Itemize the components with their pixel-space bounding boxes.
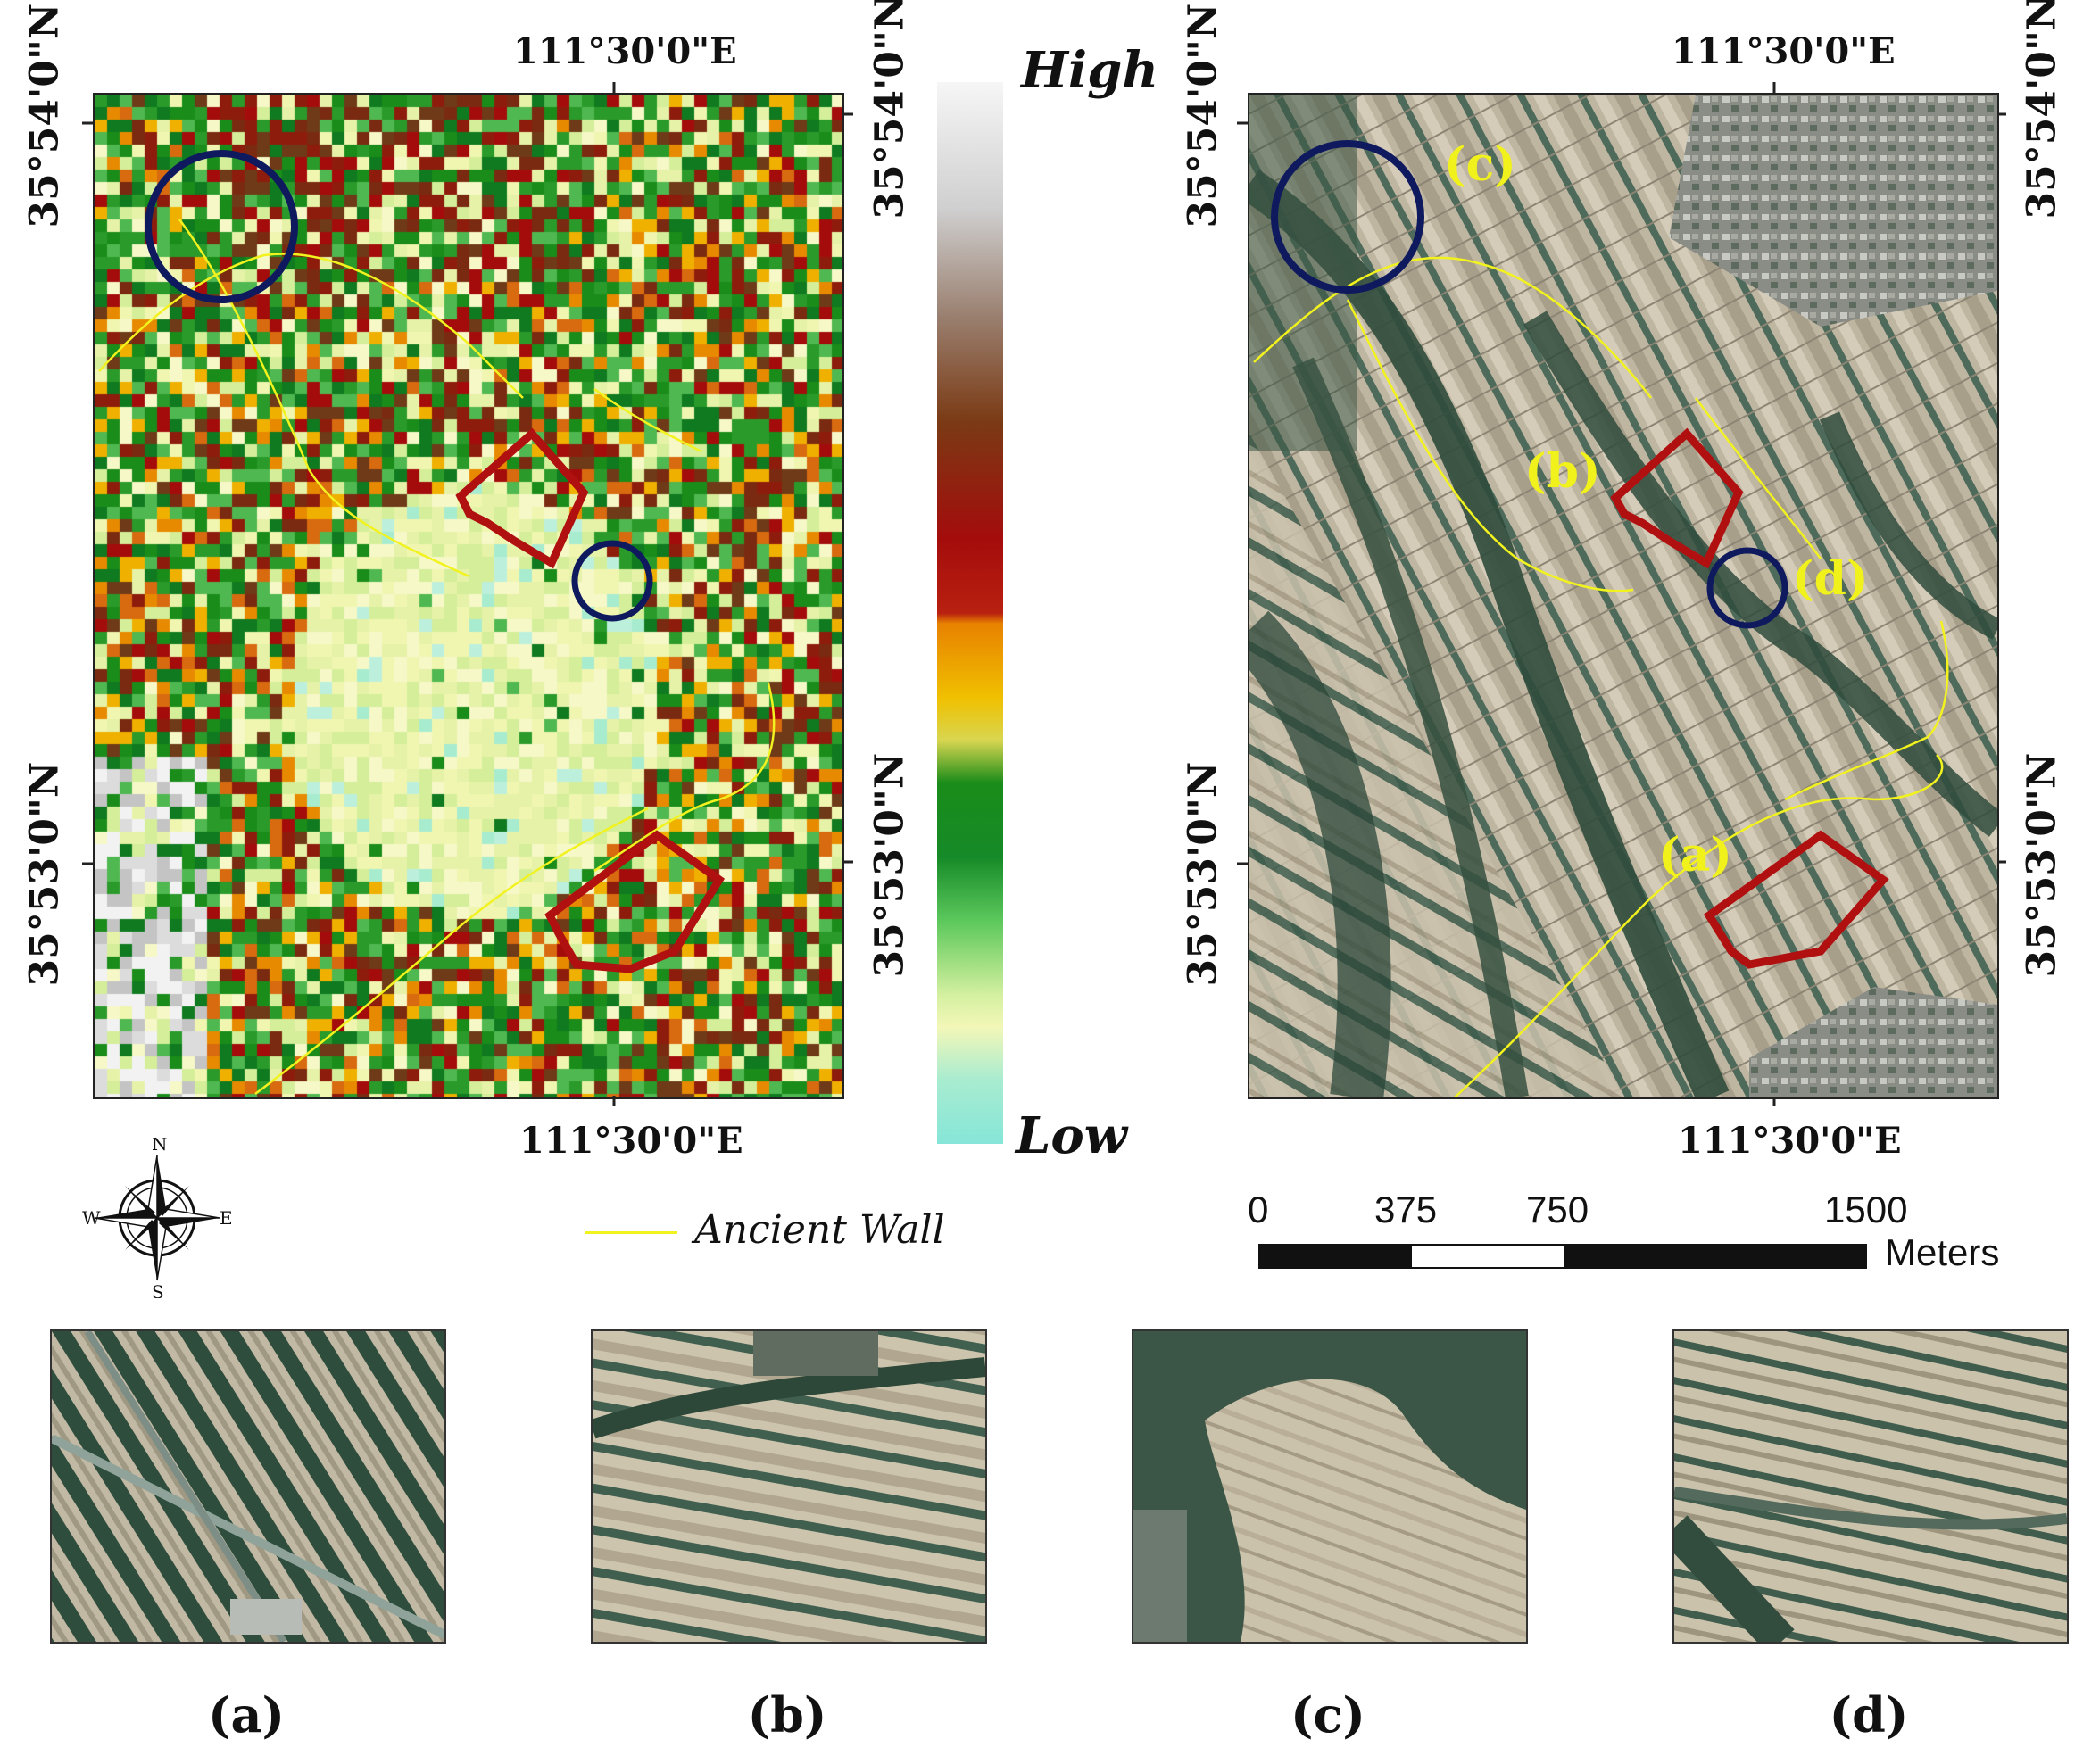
compass-rose-icon: N S E W bbox=[82, 1138, 233, 1298]
lon-label-bottom-right: 111°30'0"E bbox=[1678, 1120, 1902, 1162]
scale-tick-1500: 1500 bbox=[1824, 1188, 1908, 1230]
caption-b: (b) bbox=[747, 1686, 827, 1743]
lat-label-left-south-inner: 35°53'0"N bbox=[867, 752, 913, 978]
thumbnail-d bbox=[1672, 1329, 2069, 1644]
site-label-b: (b) bbox=[1524, 444, 1601, 499]
site-circle-c bbox=[145, 150, 298, 303]
ancient-wall-line bbox=[98, 253, 524, 399]
site-label-d: (d) bbox=[1792, 551, 1869, 606]
site-polygon-b bbox=[1610, 427, 1744, 569]
thumbnail-b bbox=[591, 1329, 987, 1644]
index-raster-map bbox=[93, 93, 844, 1099]
site-circle-c bbox=[1271, 140, 1424, 294]
site-label-a: (a) bbox=[1658, 828, 1732, 882]
legend-high-label: High bbox=[1021, 41, 1159, 100]
site-polygon-a bbox=[544, 830, 726, 973]
lat-label-right-north-inner: 35°54'0"N bbox=[2019, 0, 2065, 219]
ancient-wall-line bbox=[178, 219, 470, 578]
lat-label-right-south-outer: 35°53'0"N bbox=[1180, 761, 1226, 987]
thumbnail-c bbox=[1132, 1329, 1528, 1644]
scale-unit: Meters bbox=[1885, 1231, 2000, 1273]
caption-a: (a) bbox=[207, 1686, 286, 1743]
site-polygon-a bbox=[1703, 830, 1889, 969]
index-raster bbox=[95, 95, 842, 1097]
lat-label-left-south-outer: 35°53'0"N bbox=[21, 761, 68, 987]
left-map-overlay bbox=[98, 150, 776, 1095]
compass-w: W bbox=[82, 1207, 101, 1229]
caption-c: (c) bbox=[1290, 1686, 1365, 1743]
ancient-wall-line bbox=[254, 807, 649, 1095]
satellite-map: (c) (b) (d) (a) bbox=[1248, 93, 1999, 1099]
site-polygon-b bbox=[455, 427, 589, 569]
ancient-wall-line bbox=[593, 387, 702, 453]
lat-label-right-south-inner: 35°53'0"N bbox=[2019, 752, 2065, 978]
ancient-wall-legend-line bbox=[585, 1231, 677, 1234]
site-circle-d bbox=[571, 540, 653, 622]
compass-s: S bbox=[152, 1281, 164, 1298]
ancient-wall-legend-label: Ancient Wall bbox=[694, 1207, 945, 1253]
legend-low-label: Low bbox=[1016, 1106, 1127, 1165]
ancient-wall-line bbox=[1253, 256, 1652, 399]
ancient-wall-line bbox=[1784, 620, 1949, 801]
lon-label-top-right: 111°30'0"E bbox=[1672, 30, 1896, 72]
thumbnail-a bbox=[50, 1329, 446, 1644]
satellite-image: (c) (b) (d) (a) bbox=[1249, 95, 1997, 1097]
site-label-c: (c) bbox=[1444, 137, 1516, 192]
scale-tick-375: 375 bbox=[1374, 1188, 1438, 1230]
lon-label-bottom-left: 111°30'0"E bbox=[519, 1120, 743, 1162]
color-ramp bbox=[937, 82, 1003, 1144]
site-circle-d bbox=[1706, 547, 1788, 629]
compass-n: N bbox=[152, 1138, 168, 1155]
scale-tick-750: 750 bbox=[1526, 1188, 1589, 1230]
lat-label-right-north-outer: 35°54'0"N bbox=[1180, 3, 1226, 228]
lat-label-left-north-outer: 35°54'0"N bbox=[21, 3, 68, 228]
compass-e: E bbox=[220, 1207, 233, 1229]
lat-label-left-north-inner: 35°54'0"N bbox=[867, 0, 913, 219]
ancient-wall-line bbox=[593, 683, 776, 873]
ancient-wall-line bbox=[1695, 397, 1822, 559]
scale-tick-0: 0 bbox=[1248, 1188, 1269, 1230]
ancient-wall-line bbox=[1346, 299, 1634, 592]
ancient-wall-line bbox=[1454, 754, 1944, 1097]
scale-bar bbox=[1258, 1244, 1867, 1269]
caption-d: (d) bbox=[1829, 1686, 1909, 1743]
lon-label-top-left: 111°30'0"E bbox=[513, 30, 737, 72]
